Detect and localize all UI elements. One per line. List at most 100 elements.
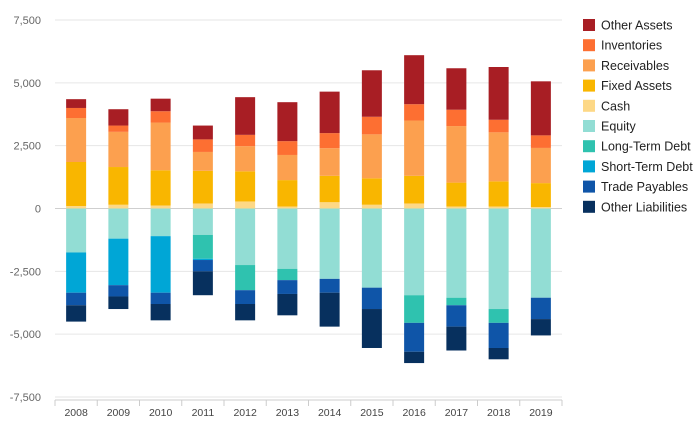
bar-trade-payables-2017	[446, 305, 467, 327]
bar-cash-2009	[108, 204, 129, 209]
x-tick-label: 2014	[318, 407, 342, 419]
legend-swatch-receivables	[583, 59, 595, 72]
legend-swatch-other-liabilities	[583, 200, 595, 213]
bar-equity-2016	[404, 208, 425, 296]
bar-short-term-debt-2011	[192, 258, 213, 261]
bar-other-assets-2017	[446, 68, 467, 110]
bar-other-assets-2008	[66, 99, 87, 108]
bar-receivables-2017	[446, 126, 467, 183]
legend-label-inventories: Inventories	[601, 39, 662, 53]
bar-trade-payables-2013	[277, 280, 298, 294]
legend-label-other-assets: Other Assets	[601, 19, 673, 33]
bar-equity-2008	[66, 208, 87, 253]
y-tick-label: -5,000	[10, 329, 41, 341]
bar-short-term-debt-2010	[150, 236, 171, 293]
bar-cash-2017	[446, 206, 467, 209]
bar-receivables-2019	[530, 147, 551, 184]
bar-equity-2009	[108, 208, 129, 239]
y-tick-label: 7,500	[13, 15, 41, 27]
bar-other-liabilities-2019	[530, 319, 551, 336]
legend-label-receivables: Receivables	[601, 59, 669, 73]
x-tick-label: 2011	[192, 407, 215, 419]
bar-receivables-2018	[488, 132, 509, 182]
bar-inventories-2017	[446, 109, 467, 127]
bar-cash-2013	[277, 206, 298, 209]
gridlines	[55, 19, 562, 398]
bar-long-term-debt-2018	[488, 309, 509, 323]
bar-cash-2008	[66, 205, 87, 209]
bar-other-liabilities-2009	[108, 296, 129, 310]
bar-other-liabilities-2016	[404, 351, 425, 364]
bar-inventories-2018	[488, 119, 509, 133]
bar-other-assets-2014	[319, 91, 340, 134]
y-tick-label: 0	[35, 204, 41, 216]
bar-equity-2010	[150, 208, 171, 237]
bar-trade-payables-2016	[404, 322, 425, 352]
x-tick-label: 2013	[276, 407, 300, 419]
bar-trade-payables-2015	[361, 287, 382, 310]
bar-other-liabilities-2015	[361, 309, 382, 348]
bar-trade-payables-2008	[66, 292, 87, 306]
bar-short-term-debt-2009	[108, 238, 129, 286]
bar-receivables-2009	[108, 131, 129, 168]
bar-trade-payables-2014	[319, 278, 340, 293]
bar-other-assets-2019	[530, 81, 551, 136]
bar-other-assets-2018	[488, 66, 509, 120]
bar-receivables-2015	[361, 134, 382, 179]
x-tick-label: 2015	[360, 407, 384, 419]
bar-fixed-assets-2011	[192, 170, 213, 204]
x-tick-label: 2012	[233, 407, 257, 419]
bar-cash-2010	[150, 205, 171, 209]
y-tick-label: 2,500	[13, 141, 41, 153]
bar-fixed-assets-2019	[530, 183, 551, 207]
legend: Other Assets Inventories Receivables Fixed …	[583, 19, 693, 214]
x-tick-label: 2018	[487, 407, 511, 419]
bar-other-assets-2013	[277, 102, 298, 142]
x-tick-label: 2019	[529, 407, 553, 419]
bar-inventories-2012	[235, 134, 256, 147]
y-tick-label: -2,500	[10, 266, 41, 278]
bar-cash-2011	[192, 203, 213, 209]
bar-fixed-assets-2014	[319, 175, 340, 203]
legend-swatch-long-term-debt	[583, 140, 595, 153]
bar-equity-2012	[235, 208, 256, 266]
bar-trade-payables-2019	[530, 297, 551, 320]
bar-other-liabilities-2011	[192, 271, 213, 296]
x-axis: 2008 2009 2010 2011 2012 2013 2014 2015 2016 2017…	[54, 399, 563, 419]
bar-other-assets-2015	[361, 70, 382, 117]
bar-fixed-assets-2012	[235, 171, 256, 202]
legend-swatch-cash	[583, 99, 595, 112]
bar-receivables-2008	[66, 118, 87, 163]
bar-receivables-2012	[235, 146, 256, 172]
bar-inventories-2008	[66, 107, 87, 119]
bar-other-assets-2012	[235, 97, 256, 135]
x-tick-label: 2017	[445, 407, 469, 419]
bar-short-term-debt-2008	[66, 252, 87, 293]
bar-cash-2015	[361, 204, 382, 209]
bar-trade-payables-2009	[108, 285, 129, 297]
legend-label-cash: Cash	[601, 99, 630, 113]
bar-receivables-2014	[319, 148, 340, 176]
bar-receivables-2016	[404, 120, 425, 176]
bar-receivables-2010	[150, 122, 171, 171]
legend-swatch-equity	[583, 120, 595, 132]
bar-other-liabilities-2012	[235, 304, 256, 321]
bar-fixed-assets-2017	[446, 182, 467, 207]
bar-trade-payables-2012	[235, 290, 256, 305]
y-tick-label: -7,500	[10, 392, 41, 404]
bar-other-liabilities-2014	[319, 292, 340, 327]
bar-long-term-debt-2012	[235, 265, 256, 291]
bar-equity-2014	[319, 208, 340, 279]
bar-fixed-assets-2016	[404, 175, 425, 204]
bar-fixed-assets-2015	[361, 178, 382, 205]
bar-equity-2019	[530, 208, 551, 298]
bar-inventories-2010	[150, 111, 171, 123]
bar-fixed-assets-2018	[488, 181, 509, 207]
y-axis: -7,500 -5,000 -2,500 0 2,500 5,000 7,500	[10, 15, 41, 404]
bar-other-liabilities-2018	[488, 347, 509, 360]
legend-label-trade-payables: Trade Payables	[601, 180, 688, 194]
bar-fixed-assets-2013	[277, 180, 298, 207]
bar-fixed-assets-2010	[150, 170, 171, 206]
bar-equity-2011	[192, 208, 213, 235]
bar-other-liabilities-2017	[446, 326, 467, 351]
